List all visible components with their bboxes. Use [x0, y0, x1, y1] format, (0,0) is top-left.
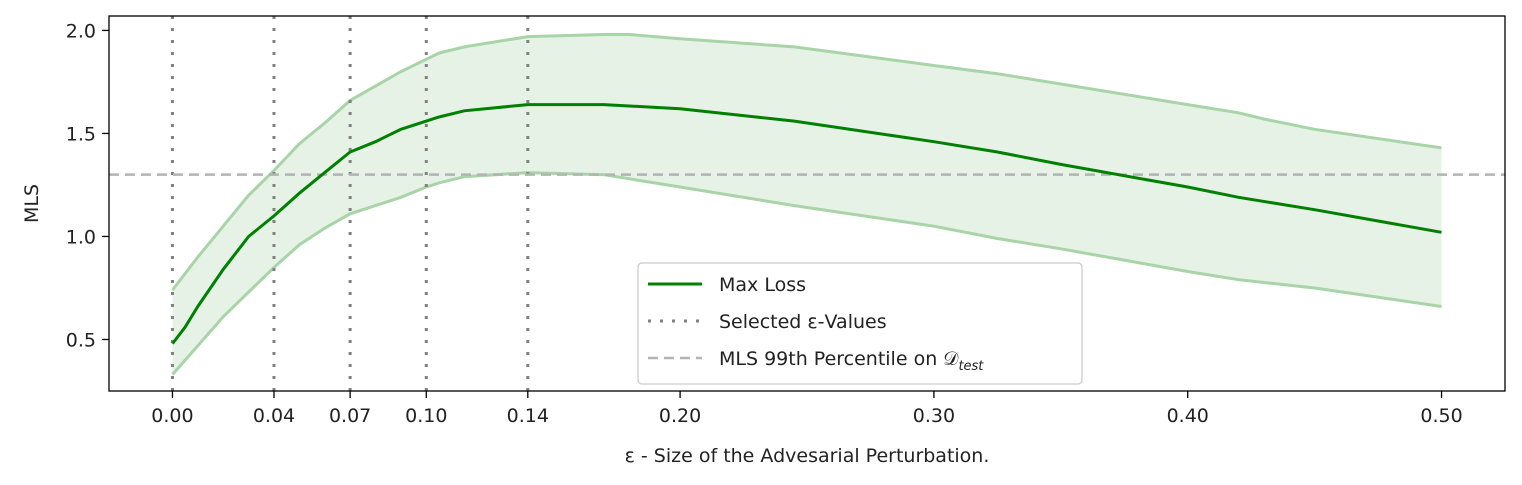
selected-epsilon-lines	[170, 16, 530, 391]
legend-label-threshold: MLS 99th Percentile on 𝒟test	[719, 348, 984, 374]
x-tick-label-0: 0.00	[151, 405, 193, 427]
legend: Max Loss Selected ε-Values MLS 99th Perc…	[637, 262, 1083, 385]
x-axis-ticks: 0.00 0.04 0.07 0.10 0.14 0.20 0.30 0.40 0.50	[151, 391, 1463, 427]
x-axis-label: ε - Size of the Advesarial Perturbation.	[625, 445, 990, 467]
x-tick-label-2: 0.07	[329, 405, 371, 427]
x-tick-label-1: 0.04	[253, 405, 295, 427]
x-tick-label-4: 0.14	[507, 405, 549, 427]
x-tick-label-7: 0.40	[1167, 405, 1209, 427]
lower-band-line	[171, 171, 1442, 376]
x-tick-label-8: 0.50	[1420, 405, 1462, 427]
x-tick-label-3: 0.10	[405, 405, 447, 427]
x-tick-label-6: 0.30	[913, 405, 955, 427]
band-fill	[172, 34, 1442, 375]
plot-area	[109, 16, 1505, 391]
legend-label-max-loss: Max Loss	[719, 274, 806, 296]
upper-band-line	[171, 33, 1442, 291]
y-tick-label-1: 1.0	[66, 226, 96, 248]
y-tick-label-3: 2.0	[66, 20, 96, 42]
legend-label-threshold-main: MLS 99th Percentile on 𝒟	[719, 348, 959, 370]
y-tick-label-2: 1.5	[66, 123, 96, 145]
legend-label-selected: Selected ε-Values	[719, 311, 887, 333]
axes-frame	[108, 15, 1506, 392]
max-loss-line	[171, 103, 1442, 345]
legend-label-threshold-sub: test	[958, 359, 984, 374]
y-axis-ticks: 0.5 1.0 1.5 2.0	[66, 20, 109, 351]
x-tick-label-5: 0.20	[659, 405, 701, 427]
y-tick-label-0: 0.5	[66, 329, 96, 351]
legend-box	[637, 262, 1083, 385]
y-axis-label: MLS	[21, 184, 43, 223]
